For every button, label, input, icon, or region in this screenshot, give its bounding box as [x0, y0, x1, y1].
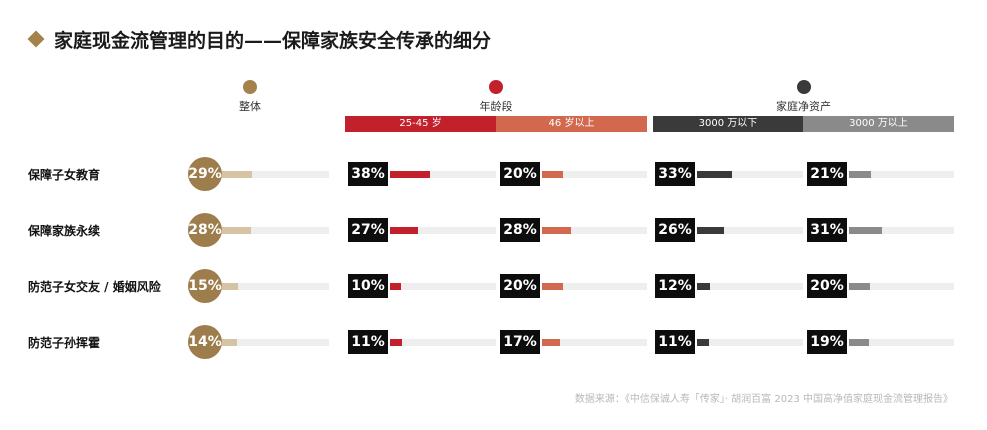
sub-header-46-plus: 46 岁以上	[496, 116, 647, 132]
bar	[849, 227, 882, 234]
value-label: 33%	[655, 162, 695, 186]
value-label: 31%	[807, 218, 847, 242]
bar-track	[390, 171, 496, 178]
row-label: 防范子女交友 / 婚姻风险	[28, 280, 161, 294]
sub-header-25-45: 25-45 岁	[345, 116, 496, 132]
row-label: 保障家族永续	[28, 224, 101, 238]
bar	[542, 283, 563, 290]
bar	[697, 171, 732, 178]
page-title: 家庭现金流管理的目的——保障家族安全传承的细分	[27, 24, 492, 54]
bar	[849, 283, 870, 290]
bar	[222, 171, 253, 178]
title-text: 家庭现金流管理的目的——保障家族安全传承的细分	[54, 29, 492, 52]
bar	[390, 283, 401, 290]
bar-track	[542, 339, 647, 346]
bar-track	[849, 339, 954, 346]
value-label: 26%	[655, 218, 695, 242]
bar	[542, 227, 572, 234]
value-label: 20%	[500, 162, 540, 186]
bar	[222, 227, 252, 234]
sub-header-asset-below: 3000 万以下	[653, 116, 803, 132]
group-overall-label: 整体	[239, 100, 261, 113]
bar-track	[390, 339, 496, 346]
bar-track	[222, 171, 329, 178]
bar-track	[390, 283, 496, 290]
bar-track	[697, 227, 803, 234]
bar-track	[390, 227, 496, 234]
bar	[542, 339, 560, 346]
bar	[849, 171, 872, 178]
bar-track	[542, 171, 647, 178]
value-label: 27%	[348, 218, 388, 242]
value-label: 20%	[807, 274, 847, 298]
bar	[697, 227, 725, 234]
bar	[390, 227, 419, 234]
bar	[849, 339, 869, 346]
data-source: 数据来源：《中信保诚人寿「传家」· 胡润百富 2023 中国高净值家庭现金流管理…	[574, 394, 953, 405]
bar-track	[542, 227, 647, 234]
bar-track	[849, 283, 954, 290]
group-overall: 整体	[210, 80, 290, 114]
value-label: 10%	[348, 274, 388, 298]
bar	[542, 171, 563, 178]
value-label: 17%	[500, 330, 540, 354]
group-age-label: 年龄段	[479, 100, 513, 113]
sub-header-asset-above: 3000 万以上	[803, 116, 954, 132]
diamond-bullet-icon	[27, 30, 45, 48]
bar-track	[697, 171, 803, 178]
bar	[697, 283, 710, 290]
bar-track	[222, 227, 329, 234]
value-label: 19%	[807, 330, 847, 354]
bar-track	[222, 283, 329, 290]
bar-track	[849, 171, 954, 178]
value-label: 11%	[348, 330, 388, 354]
assets-dot-icon	[796, 80, 811, 94]
group-assets: 家庭净资产	[653, 80, 954, 114]
bar	[697, 339, 709, 346]
row-label: 防范子孙挥霍	[28, 336, 101, 350]
bar	[390, 339, 402, 346]
value-label: 21%	[807, 162, 847, 186]
value-label: 38%	[348, 162, 388, 186]
value-circle: 29%	[188, 157, 222, 191]
value-circle: 28%	[188, 213, 222, 247]
value-circle: 14%	[188, 325, 222, 359]
value-label: 11%	[655, 330, 695, 354]
bar	[222, 283, 238, 290]
bar-track	[542, 283, 647, 290]
row-label: 保障子女教育	[28, 168, 101, 182]
value-label: 28%	[500, 218, 540, 242]
value-circle: 15%	[188, 269, 222, 303]
bar	[390, 171, 430, 178]
group-age: 年龄段	[345, 80, 647, 114]
overall-dot-icon	[243, 80, 257, 94]
value-label: 12%	[655, 274, 695, 298]
bar-track	[222, 339, 329, 346]
age-dot-icon	[489, 80, 503, 94]
value-label: 20%	[500, 274, 540, 298]
group-assets-label: 家庭净资产	[776, 100, 831, 113]
bar-track	[697, 339, 803, 346]
bar	[222, 339, 237, 346]
bar-track	[697, 283, 803, 290]
bar-track	[849, 227, 954, 234]
